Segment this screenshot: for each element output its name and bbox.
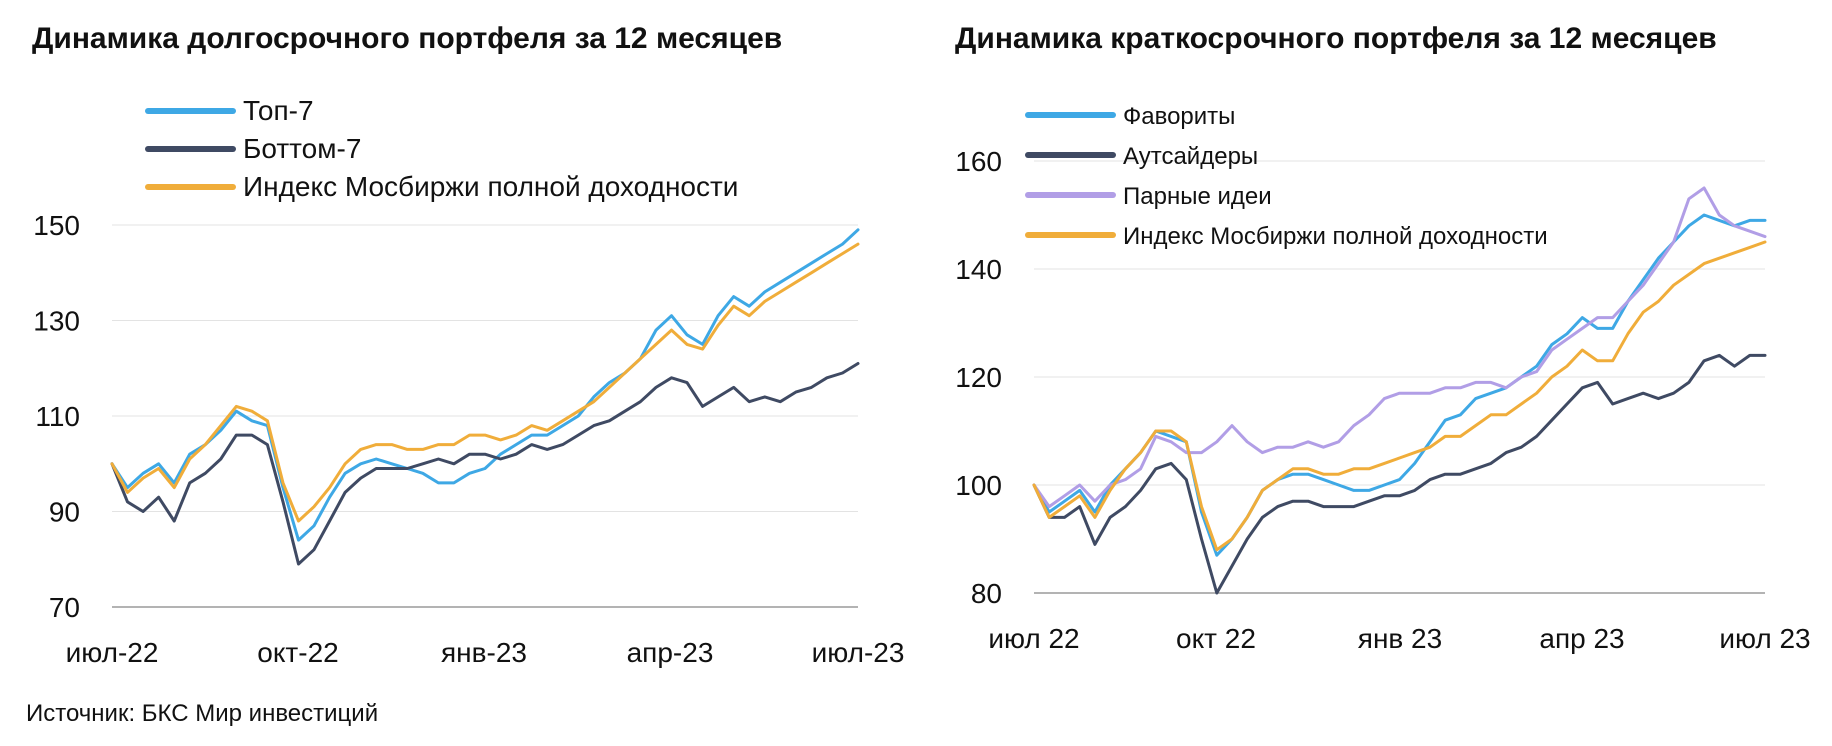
y-tick-label: 90 [49, 497, 80, 528]
x-tick-label: июл 22 [988, 623, 1079, 654]
legend-label: Индекс Мосбиржи полной доходности [1123, 223, 1548, 250]
x-tick-label: янв 23 [1358, 623, 1442, 654]
y-tick-label: 140 [955, 254, 1002, 285]
chart-title-short-term: Динамика краткосрочного портфеля за 12 м… [955, 22, 1717, 55]
x-tick-label: апр-23 [627, 637, 714, 668]
y-tick-label: 150 [33, 210, 80, 241]
series-line [1032, 353, 1767, 595]
long-term-portfolio-chart: 70 90 110 130 150 июл-22 окт-22 янв-23 апр-23 июл… [33, 95, 905, 668]
x-tick-label: янв-23 [441, 637, 527, 668]
y-tick-label: 160 [955, 146, 1002, 177]
series-line [110, 228, 860, 542]
x-tick-label: окт 22 [1176, 623, 1256, 654]
y-tick-label: 130 [33, 306, 80, 337]
y-tick-label: 100 [955, 470, 1002, 501]
y-tick-label: 120 [955, 362, 1002, 393]
y-tick-label: 80 [971, 578, 1002, 609]
series-line [110, 362, 860, 566]
series-line [110, 242, 860, 523]
y-tick-label: 70 [49, 592, 80, 623]
x-tick-label: апр 23 [1539, 623, 1624, 654]
source-note: Источник: БКС Мир инвестиций [26, 700, 379, 727]
chart-title-long-term: Динамика долгосрочного портфеля за 12 ме… [32, 22, 783, 55]
series-line [1032, 240, 1767, 552]
legend-label: Аутсайдеры [1123, 143, 1258, 170]
y-tick-label: 110 [35, 401, 80, 432]
x-tick-label: окт-22 [257, 637, 338, 668]
legend-label: Боттом-7 [243, 133, 361, 164]
x-tick-label: июл-23 [812, 637, 905, 668]
short-term-portfolio-chart: 80 100 120 140 160 июл 22 окт 22 янв 23 апр 23 ию… [955, 103, 1810, 654]
legend-label: Топ-7 [243, 95, 314, 126]
legend-label: Фавориты [1123, 103, 1235, 130]
legend-label: Индекс Мосбиржи полной доходности [243, 171, 738, 202]
x-tick-label: июл 23 [1719, 623, 1810, 654]
legend-label: Парные идеи [1123, 183, 1272, 210]
series-line [1032, 186, 1767, 509]
x-tick-label: июл-22 [66, 637, 159, 668]
